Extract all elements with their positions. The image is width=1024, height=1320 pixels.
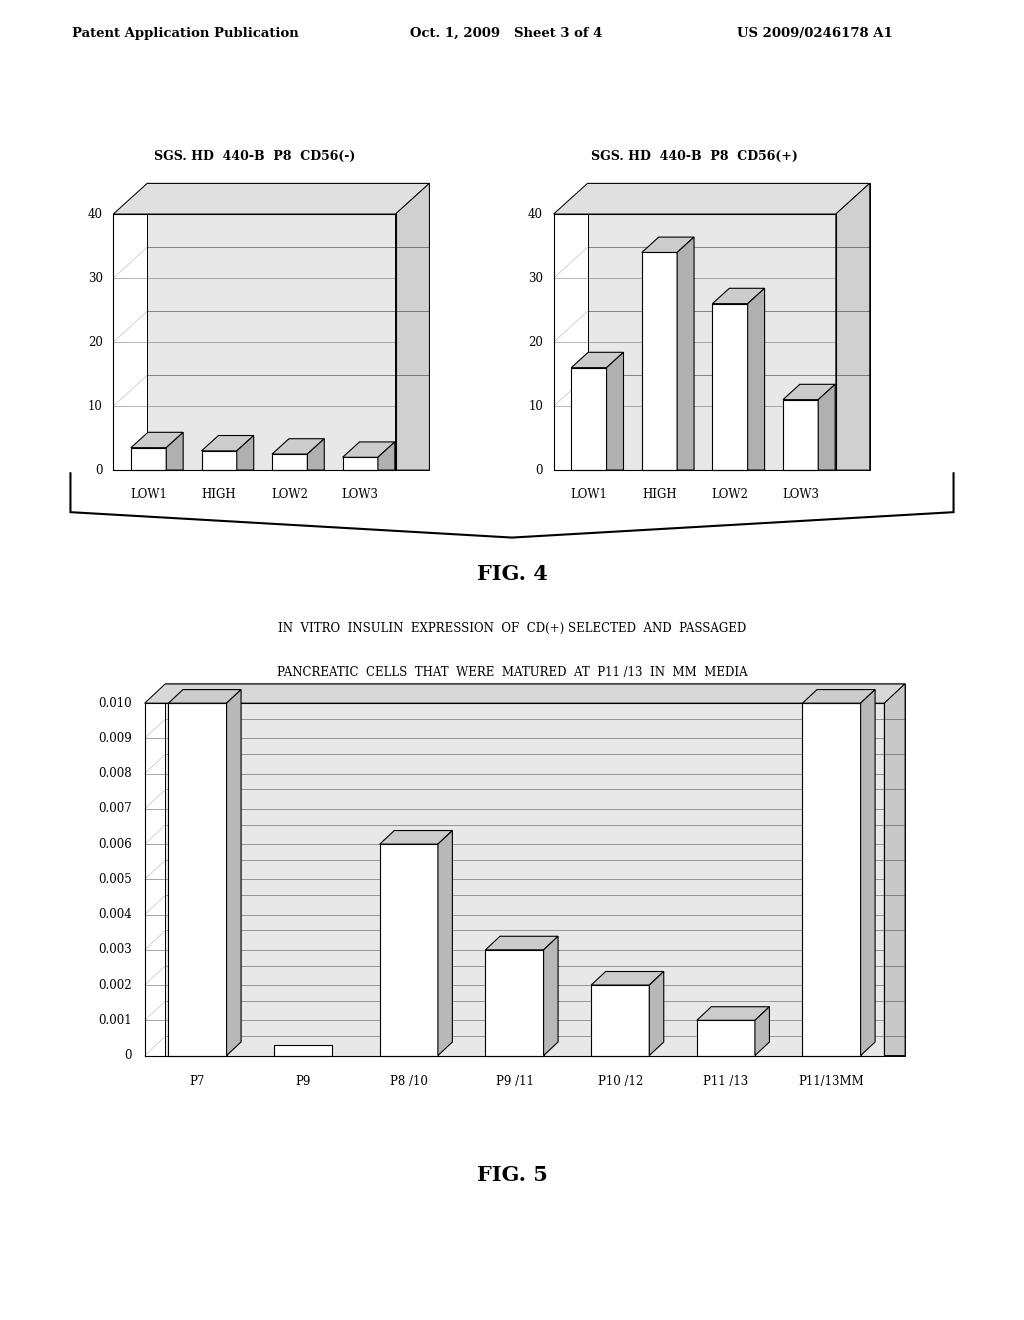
Text: SGS. HD  440-B  P8  CD56(+): SGS. HD 440-B P8 CD56(+) (591, 150, 798, 162)
Text: 0.009: 0.009 (98, 731, 132, 744)
Text: 30: 30 (88, 272, 102, 285)
Polygon shape (713, 304, 748, 470)
Polygon shape (307, 438, 325, 470)
Text: LOW1: LOW1 (570, 488, 607, 502)
Polygon shape (642, 252, 677, 470)
Polygon shape (485, 950, 544, 1056)
Text: 0: 0 (536, 463, 543, 477)
Text: LOW3: LOW3 (342, 488, 379, 502)
Text: LOW1: LOW1 (130, 488, 167, 502)
Polygon shape (642, 238, 694, 252)
Polygon shape (885, 684, 905, 1056)
Polygon shape (168, 704, 226, 1056)
Polygon shape (343, 457, 378, 470)
Polygon shape (485, 936, 558, 950)
Polygon shape (395, 183, 429, 470)
Text: 0: 0 (95, 463, 102, 477)
Polygon shape (378, 442, 395, 470)
Polygon shape (649, 972, 664, 1056)
Text: 10: 10 (88, 400, 102, 413)
Polygon shape (131, 447, 166, 470)
Text: P11 /13: P11 /13 (703, 1074, 749, 1088)
Polygon shape (166, 433, 183, 470)
Text: P9 /11: P9 /11 (496, 1074, 534, 1088)
Text: PANCREATIC  CELLS  THAT  WERE  MATURED  AT  P11 /13  IN  MM  MEDIA: PANCREATIC CELLS THAT WERE MATURED AT P1… (276, 667, 748, 678)
Polygon shape (237, 436, 254, 470)
Polygon shape (696, 1007, 769, 1020)
Polygon shape (571, 368, 606, 470)
Text: LOW3: LOW3 (782, 488, 819, 502)
Text: IN  VITRO  INSULIN  EXPRESSION  OF  CD(+) SELECTED  AND  PASSAGED: IN VITRO INSULIN EXPRESSION OF CD(+) SEL… (278, 623, 746, 635)
Text: 40: 40 (88, 207, 102, 220)
Text: US 2009/0246178 A1: US 2009/0246178 A1 (737, 26, 893, 40)
Polygon shape (591, 985, 649, 1056)
Text: 0.006: 0.006 (98, 838, 132, 850)
Polygon shape (226, 689, 241, 1056)
Polygon shape (274, 1045, 332, 1056)
Text: HIGH: HIGH (202, 488, 237, 502)
Text: 0.005: 0.005 (98, 873, 132, 886)
Text: 0.004: 0.004 (98, 908, 132, 921)
Text: LOW2: LOW2 (271, 488, 308, 502)
Polygon shape (836, 183, 869, 470)
Polygon shape (783, 400, 818, 470)
Text: SGS. HD  440-B  P8  CD56(-): SGS. HD 440-B P8 CD56(-) (154, 150, 355, 162)
Polygon shape (571, 352, 624, 368)
Polygon shape (591, 972, 664, 985)
Text: 0.002: 0.002 (98, 978, 132, 991)
Text: 30: 30 (528, 272, 543, 285)
Text: 0.007: 0.007 (98, 803, 132, 816)
Polygon shape (818, 384, 836, 470)
Text: 20: 20 (88, 335, 102, 348)
Text: FIG. 4: FIG. 4 (476, 564, 548, 585)
Polygon shape (755, 1007, 769, 1056)
Polygon shape (202, 436, 254, 451)
Text: Oct. 1, 2009   Sheet 3 of 4: Oct. 1, 2009 Sheet 3 of 4 (410, 26, 602, 40)
Polygon shape (696, 1020, 755, 1056)
Text: 0.003: 0.003 (98, 944, 132, 956)
Polygon shape (803, 689, 876, 704)
Polygon shape (803, 704, 860, 1056)
Polygon shape (168, 689, 241, 704)
Polygon shape (202, 451, 237, 470)
Polygon shape (713, 288, 765, 304)
Polygon shape (606, 352, 624, 470)
Polygon shape (131, 433, 183, 447)
Polygon shape (588, 183, 869, 470)
Text: 0.010: 0.010 (98, 697, 132, 710)
Text: LOW2: LOW2 (712, 488, 749, 502)
Text: P9: P9 (296, 1074, 311, 1088)
Polygon shape (783, 384, 836, 400)
Text: FIG. 5: FIG. 5 (476, 1164, 548, 1185)
Text: Patent Application Publication: Patent Application Publication (72, 26, 298, 40)
Polygon shape (166, 684, 905, 1056)
Text: 10: 10 (528, 400, 543, 413)
Polygon shape (438, 830, 453, 1056)
Text: P7: P7 (189, 1074, 205, 1088)
Polygon shape (860, 689, 876, 1056)
Polygon shape (343, 442, 395, 457)
Text: 0.008: 0.008 (98, 767, 132, 780)
Text: 0.001: 0.001 (98, 1014, 132, 1027)
Text: P8 /10: P8 /10 (390, 1074, 428, 1088)
Polygon shape (147, 183, 429, 470)
Polygon shape (272, 454, 307, 470)
Text: 0: 0 (125, 1049, 132, 1063)
Polygon shape (554, 183, 869, 214)
Text: P10 /12: P10 /12 (598, 1074, 643, 1088)
Text: HIGH: HIGH (642, 488, 677, 502)
Polygon shape (144, 684, 905, 704)
Polygon shape (114, 183, 429, 214)
Polygon shape (380, 843, 438, 1056)
Polygon shape (272, 438, 325, 454)
Text: 20: 20 (528, 335, 543, 348)
Text: P11/13MM: P11/13MM (799, 1074, 864, 1088)
Polygon shape (677, 238, 694, 470)
Polygon shape (544, 936, 558, 1056)
Text: 40: 40 (528, 207, 543, 220)
Polygon shape (748, 288, 765, 470)
Polygon shape (380, 830, 453, 843)
